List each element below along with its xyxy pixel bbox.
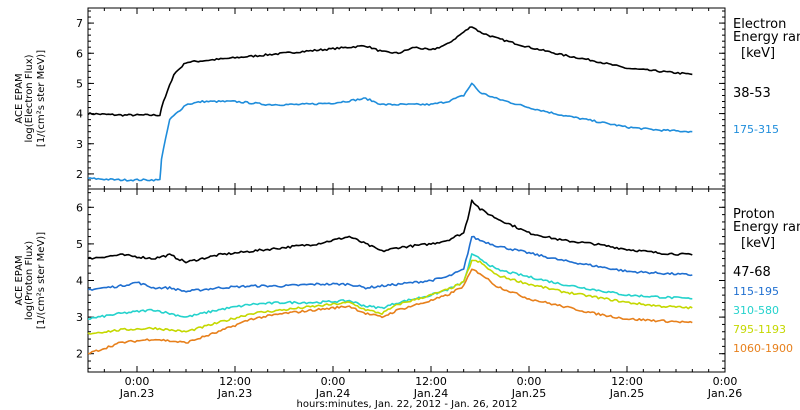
series-line-1060-1900: [87, 268, 693, 355]
legend-item: 115-195: [733, 285, 779, 298]
y-axis-title: [1/(cm²s ster MeV)]: [36, 50, 47, 147]
y-tick-label: 5: [76, 238, 83, 251]
legend-title: Proton: [733, 207, 775, 222]
x-tick-date: Jan.23: [217, 387, 252, 400]
y-tick-label: 6: [76, 201, 83, 214]
x-tick-date: Jan.24: [315, 387, 350, 400]
x-tick-label: 12:00: [415, 375, 447, 388]
x-tick-label: 0:00: [125, 375, 150, 388]
x-tick-label: 0:00: [321, 375, 346, 388]
y-tick-label: 2: [76, 168, 83, 181]
y-axis-title: ACE EPAM: [14, 73, 25, 123]
y-tick-label: 4: [76, 275, 83, 288]
legend-unit: [keV]: [741, 236, 775, 251]
plot-frame: [87, 7, 726, 190]
legend-item: 47-68: [733, 265, 771, 280]
x-tick-date: Jan.24: [413, 387, 448, 400]
legend-item: 1060-1900: [733, 342, 793, 355]
electron-panel: 2 3 4 5 6 7 ACE EPAM log(Electron Flux) [1/(cm²s…: [14, 7, 800, 190]
y-tick-label: 5: [76, 77, 83, 90]
x-tick-date: Jan.26: [707, 387, 742, 400]
legend-title: Energy ran: [733, 30, 800, 45]
y-axis-title: log(Electron Flux): [24, 54, 35, 142]
y-tick-label: 6: [76, 47, 83, 60]
series-line-47-68: [87, 199, 693, 264]
legend-title: Energy ran: [733, 220, 800, 235]
legend-unit: [keV]: [741, 46, 775, 61]
x-tick-label: 12:00: [219, 375, 251, 388]
y-tick-label: 3: [76, 138, 83, 151]
x-tick-label: 12:00: [611, 375, 643, 388]
x-axis: 0:00Jan.2312:00Jan.230:00Jan.2412:00Jan.…: [119, 375, 742, 400]
series-line-175-315: [87, 82, 693, 182]
series-line-795-1193: [87, 259, 693, 335]
y-tick-label: 3: [76, 311, 83, 324]
legend-item: 175-315: [733, 123, 779, 136]
series-line-310-580: [87, 253, 693, 320]
x-tick-label: 0:00: [517, 375, 542, 388]
x-tick-date: Jan.25: [511, 387, 546, 400]
y-axis-title: ACE EPAM: [14, 255, 25, 305]
x-tick-label: 0:00: [713, 375, 738, 388]
x-tick-date: Jan.23: [119, 387, 154, 400]
plot-frame: [87, 188, 726, 373]
y-axis-title: [1/(cm²s ster MeV)]: [36, 232, 47, 329]
x-axis-label: hours:minutes, Jan. 22, 2012 - Jan. 26, …: [297, 399, 518, 410]
legend-item: 38-53: [733, 86, 771, 101]
y-tick-label: 4: [76, 108, 83, 121]
legend-item: 795-1193: [733, 323, 786, 336]
series-line-38-53: [87, 26, 693, 117]
y-tick-label: 2: [76, 348, 83, 361]
legend-item: 310-580: [733, 304, 779, 317]
legend-title: Electron: [733, 17, 786, 32]
x-tick-date: Jan.25: [609, 387, 644, 400]
proton-panel: 2 3 4 5 6 ACE EPAM log(Proton Flux) [1/(cm²s st…: [14, 188, 800, 373]
y-tick-label: 7: [76, 17, 83, 30]
series-line-115-195: [87, 235, 693, 293]
y-axis-title: log(Proton Flux): [24, 241, 35, 320]
